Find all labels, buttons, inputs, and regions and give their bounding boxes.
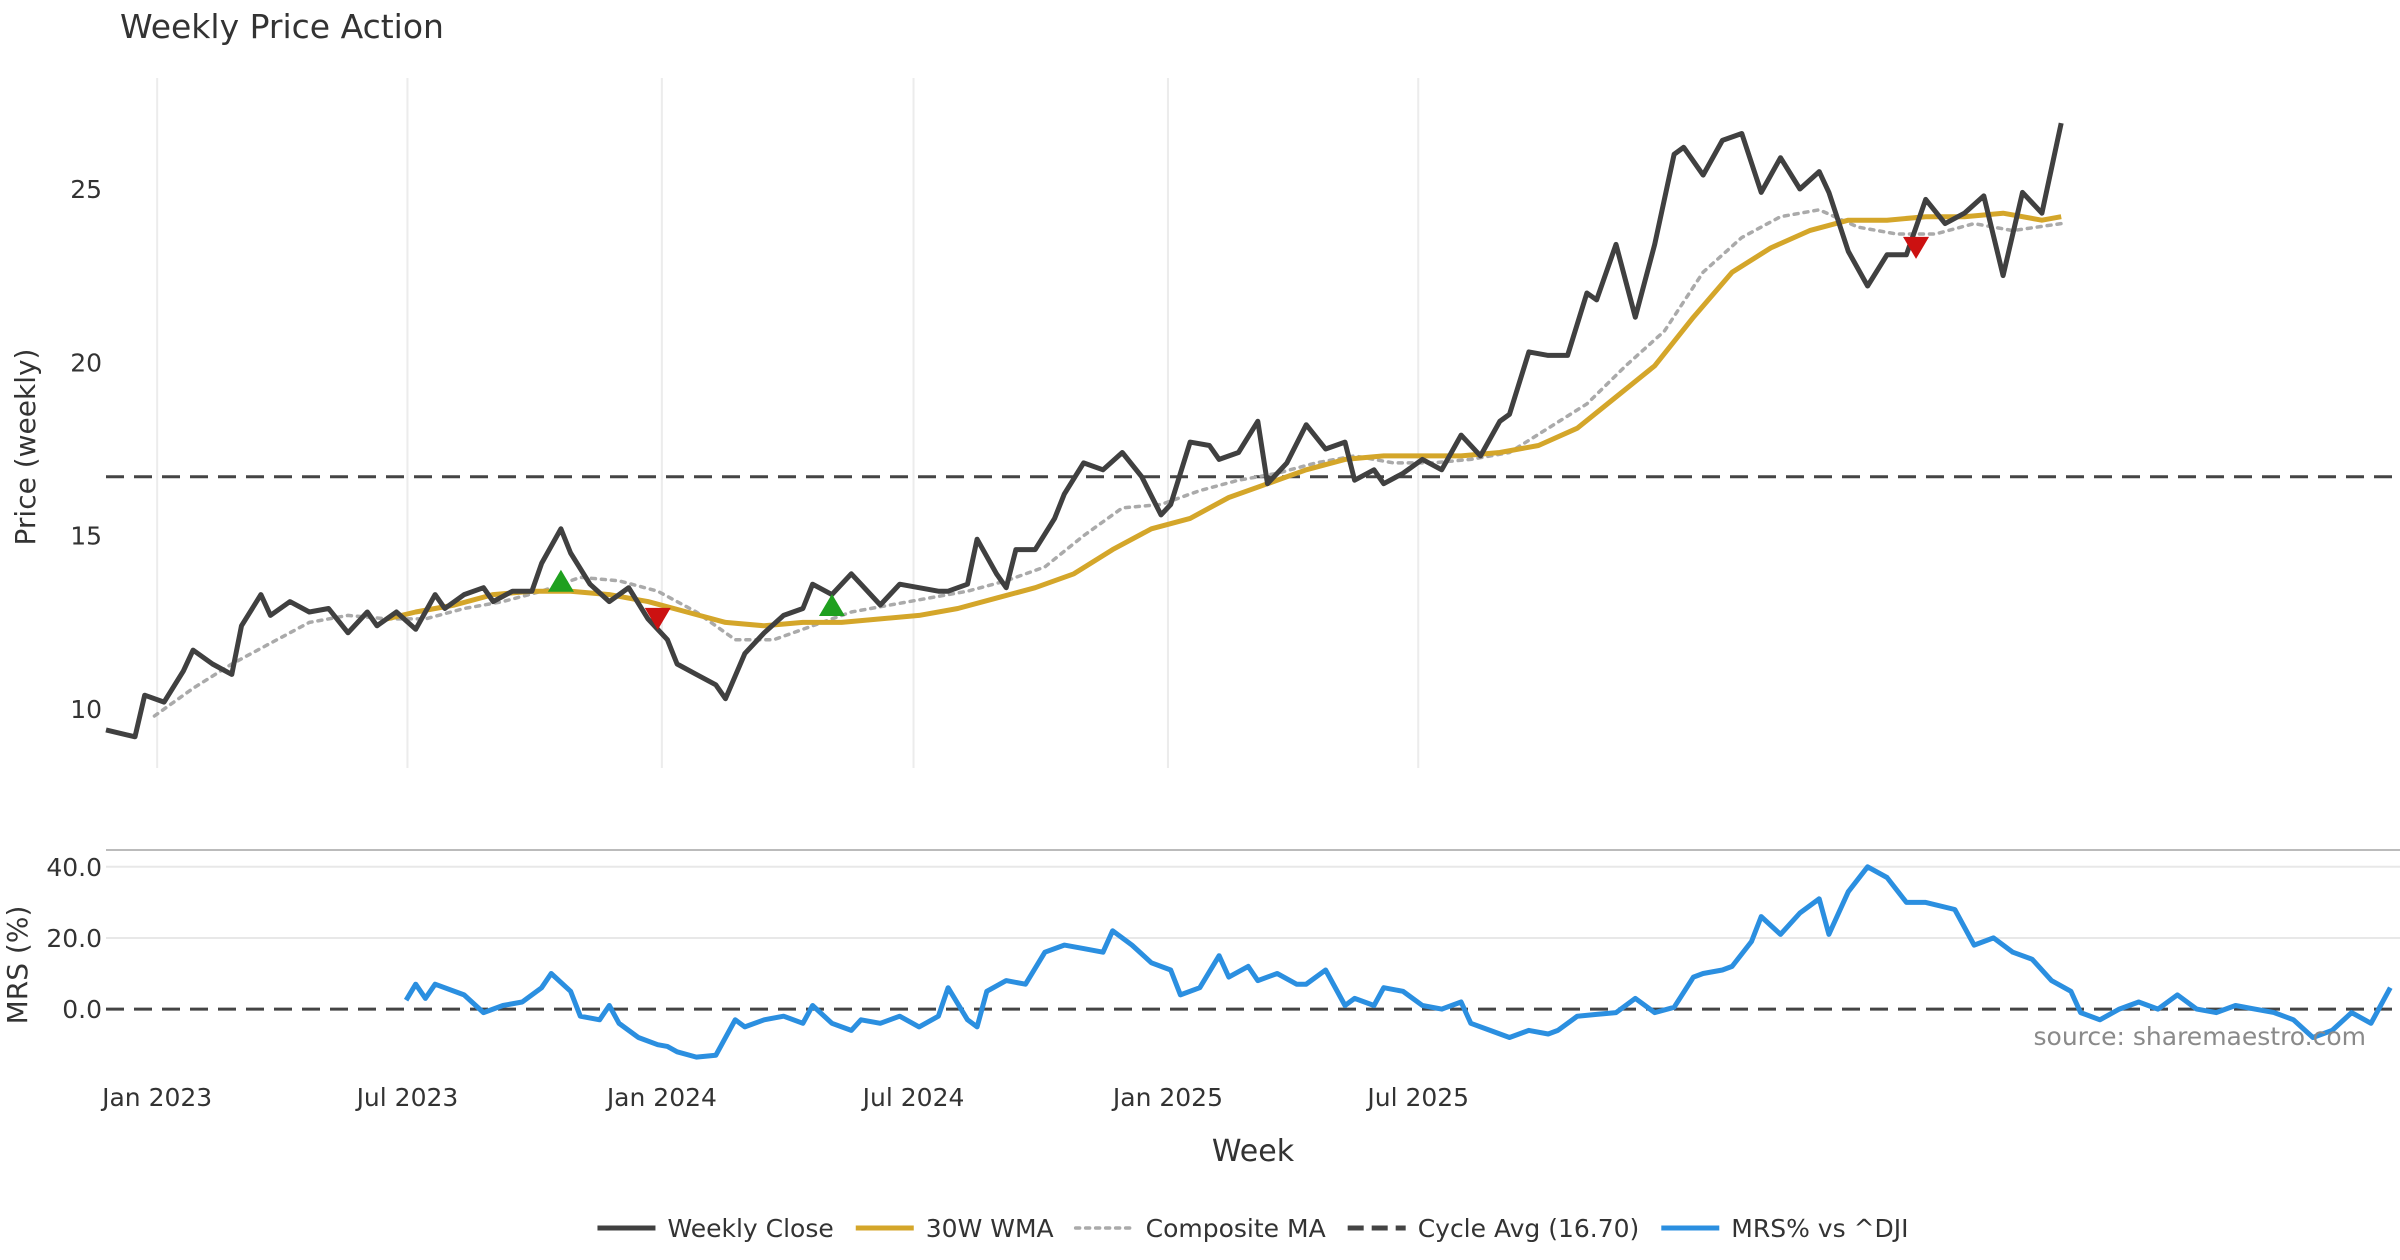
x-tick-label: Jul 2023 <box>355 1083 459 1112</box>
price-y-tick-label: 10 <box>70 695 102 724</box>
signal-markers <box>547 236 1930 630</box>
price-y-axis-label: Price (weekly) <box>9 349 42 546</box>
mrs-y-ticks: 0.0 20.0 40.0 <box>46 853 102 1024</box>
legend-label: 30W WMA <box>926 1214 1054 1243</box>
mrs-series <box>106 864 2400 1060</box>
mrs-vs-dji-line <box>403 864 2393 1060</box>
mrs-panel: 0.0 20.0 40.0 MRS (%) source: sharemaestro… <box>1 853 2400 1060</box>
price-series <box>105 122 2400 740</box>
x-tick-label: Jan 2025 <box>1111 1083 1223 1112</box>
price-y-tick-label: 25 <box>70 175 102 204</box>
legend-label: MRS% vs ^DJI <box>1731 1214 1908 1243</box>
sell-signal-marker <box>1903 236 1930 259</box>
legend-label: Cycle Avg (16.70) <box>1418 1214 1640 1243</box>
price-gridlines <box>156 78 1420 768</box>
mrs-y-tick-label: 0.0 <box>62 995 102 1024</box>
buy-signal-marker <box>547 569 574 592</box>
30w-wma-line <box>386 210 2062 629</box>
legend: Weekly Close 30W WMA Composite MA Cycle Avg… <box>597 1214 1909 1243</box>
x-axis-ticks: Jan 2023 Jul 2023 Jan 2024 Jul 2024 Jan 2025… <box>100 1083 1469 1112</box>
composite-ma-line <box>152 208 2063 718</box>
x-tick-label: Jan 2023 <box>100 1083 212 1112</box>
price-y-tick-label: 20 <box>70 348 102 377</box>
chart-title: Weekly Price Action <box>120 7 444 46</box>
sell-signal-marker <box>644 607 671 630</box>
weekly-close-line <box>105 122 2064 740</box>
x-tick-label: Jan 2024 <box>605 1083 717 1112</box>
source-annotation: source: sharemaestro.com <box>2034 1022 2367 1051</box>
price-y-tick-label: 15 <box>70 522 102 551</box>
price-panel: 10 15 20 25 Price (weekly) <box>9 78 2400 768</box>
legend-label: Weekly Close <box>667 1214 833 1243</box>
mrs-y-tick-label: 20.0 <box>46 924 102 953</box>
mrs-y-tick-label: 40.0 <box>46 853 102 882</box>
mrs-y-axis-label: MRS (%) <box>1 906 34 1025</box>
x-axis-label: Week <box>1212 1134 1295 1169</box>
x-tick-label: Jul 2025 <box>1365 1083 1469 1112</box>
buy-signal-marker <box>818 594 845 617</box>
price-y-ticks: 10 15 20 25 <box>70 175 102 724</box>
x-tick-label: Jul 2024 <box>861 1083 965 1112</box>
mrs-gridlines <box>106 865 2400 939</box>
legend-label: Composite MA <box>1146 1214 1326 1243</box>
